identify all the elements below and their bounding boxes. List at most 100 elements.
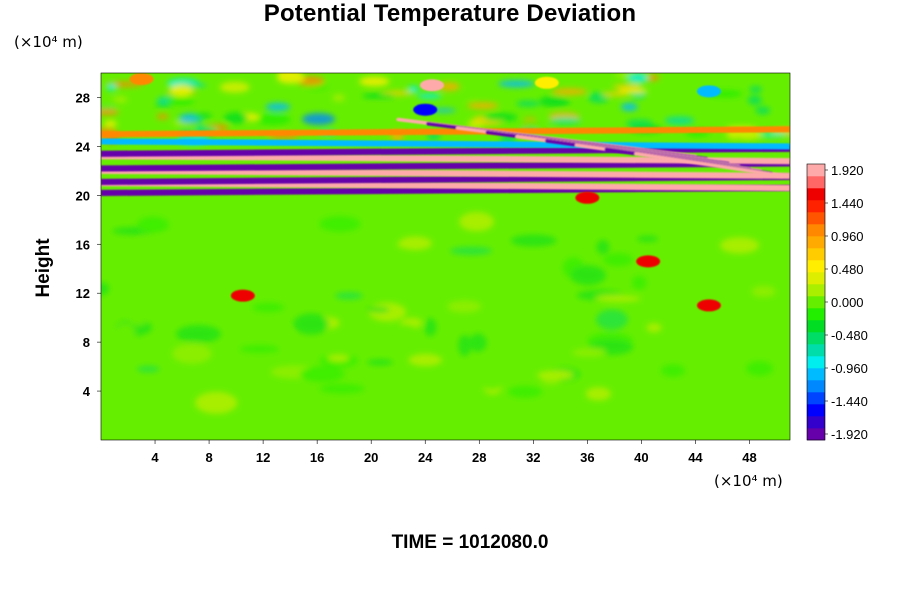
texture-blob xyxy=(365,103,402,114)
colorbar-swatch xyxy=(807,392,825,405)
colorbar-label: -1.440 xyxy=(831,394,868,409)
texture-blob xyxy=(483,113,518,122)
colorbar-swatch xyxy=(807,404,825,417)
texture-blob xyxy=(219,81,250,93)
texture-blob xyxy=(332,94,346,102)
texture-blob xyxy=(596,295,641,302)
texture-blob xyxy=(549,117,582,124)
x-tick-label: 44 xyxy=(688,450,703,465)
y-axis-ticks: 4 8 12 16 20 24 28 xyxy=(76,90,101,399)
texture-blob xyxy=(327,354,349,362)
texture-blob xyxy=(103,120,117,128)
texture-blob xyxy=(128,311,147,326)
feature-blob xyxy=(230,289,255,302)
colorbar-swatch xyxy=(807,188,825,201)
y-tick-label: 24 xyxy=(76,139,91,154)
colorbar-label: 1.440 xyxy=(831,196,864,211)
colorbar: 1.920 1.440 0.960 0.480 0.000 -0.480 -0.960 -1.… xyxy=(806,163,868,442)
texture-blob xyxy=(720,237,760,254)
texture-blob xyxy=(570,265,607,286)
colorbar-swatch xyxy=(807,368,825,381)
texture-blob xyxy=(585,387,611,401)
x-tick-label: 40 xyxy=(634,450,648,465)
texture-blob xyxy=(407,85,420,93)
colorbar-swatch xyxy=(807,224,825,237)
y-tick-label: 16 xyxy=(76,237,90,252)
texture-blob xyxy=(136,216,169,234)
colorbar-label: -1.920 xyxy=(831,427,868,442)
feature-blob xyxy=(636,255,661,268)
texture-blob xyxy=(510,234,557,247)
colorbar-label: 0.480 xyxy=(831,262,864,277)
x-tick-label: 20 xyxy=(364,450,378,465)
texture-blob xyxy=(334,292,363,300)
texture-blob xyxy=(711,268,740,290)
texture-blob xyxy=(239,344,280,354)
colorbar-label: -0.480 xyxy=(831,328,868,343)
texture-blob xyxy=(113,96,128,103)
texture-blob xyxy=(361,93,397,99)
texture-blob xyxy=(366,306,390,313)
texture-blob xyxy=(498,80,535,88)
texture-blob xyxy=(101,282,110,296)
texture-blob xyxy=(751,285,776,298)
colorbar-swatch xyxy=(807,176,825,189)
heatmap-texture xyxy=(101,212,776,414)
colorbar-swatch xyxy=(807,284,825,297)
texture-blob xyxy=(572,348,606,357)
colorbar-swatch xyxy=(807,344,825,357)
feature-blob xyxy=(534,76,559,89)
texture-blob xyxy=(115,323,135,341)
texture-blob xyxy=(106,83,117,91)
feature-blob xyxy=(575,191,600,204)
texture-blob xyxy=(366,359,393,366)
colorbar-swatch xyxy=(807,320,825,333)
texture-blob xyxy=(631,275,647,290)
texture-blob xyxy=(602,91,630,97)
texture-blob xyxy=(194,113,212,120)
layer-band xyxy=(101,126,790,138)
x-axis-ticks: 4 8 12 16 20 24 28 32 36 40 44 48 xyxy=(151,440,757,465)
streak xyxy=(634,151,784,178)
colorbar-label: 1.920 xyxy=(831,163,864,178)
texture-blob xyxy=(469,333,487,352)
x-tick-label: 16 xyxy=(310,450,324,465)
texture-blob xyxy=(424,318,437,337)
texture-blob xyxy=(620,102,638,112)
texture-blob xyxy=(449,246,493,256)
texture-blob xyxy=(105,339,131,349)
texture-blob xyxy=(293,313,330,335)
colorbar-label: 0.960 xyxy=(831,229,864,244)
texture-blob xyxy=(596,239,610,255)
x-tick-label: 28 xyxy=(472,450,486,465)
texture-blob xyxy=(277,73,302,80)
texture-blob xyxy=(397,241,425,249)
colorbar-swatch xyxy=(807,272,825,285)
texture-blob xyxy=(138,235,172,249)
x-tick-label: 24 xyxy=(418,450,433,465)
texture-blob xyxy=(747,95,762,105)
x-tick-label: 48 xyxy=(742,450,756,465)
texture-blob xyxy=(548,310,565,317)
texture-blob xyxy=(319,216,361,232)
y-tick-label: 8 xyxy=(83,335,90,350)
texture-blob xyxy=(538,95,570,108)
texture-blob xyxy=(646,322,662,333)
texture-blob xyxy=(175,324,222,344)
texture-blob xyxy=(122,348,152,356)
texture-blob xyxy=(278,327,294,348)
layer-band xyxy=(101,167,790,179)
y-axis-unit: (×10⁴ m) xyxy=(14,33,83,51)
texture-blob xyxy=(251,302,285,313)
colorbar-swatch xyxy=(807,236,825,249)
texture-blob xyxy=(172,343,212,364)
texture-blob xyxy=(551,88,588,96)
texture-blob xyxy=(156,113,169,120)
texture-blob xyxy=(636,235,659,243)
x-tick-label: 4 xyxy=(151,450,159,465)
texture-blob xyxy=(612,84,642,90)
colorbar-label: -0.960 xyxy=(831,361,868,376)
texture-blob xyxy=(518,120,542,126)
